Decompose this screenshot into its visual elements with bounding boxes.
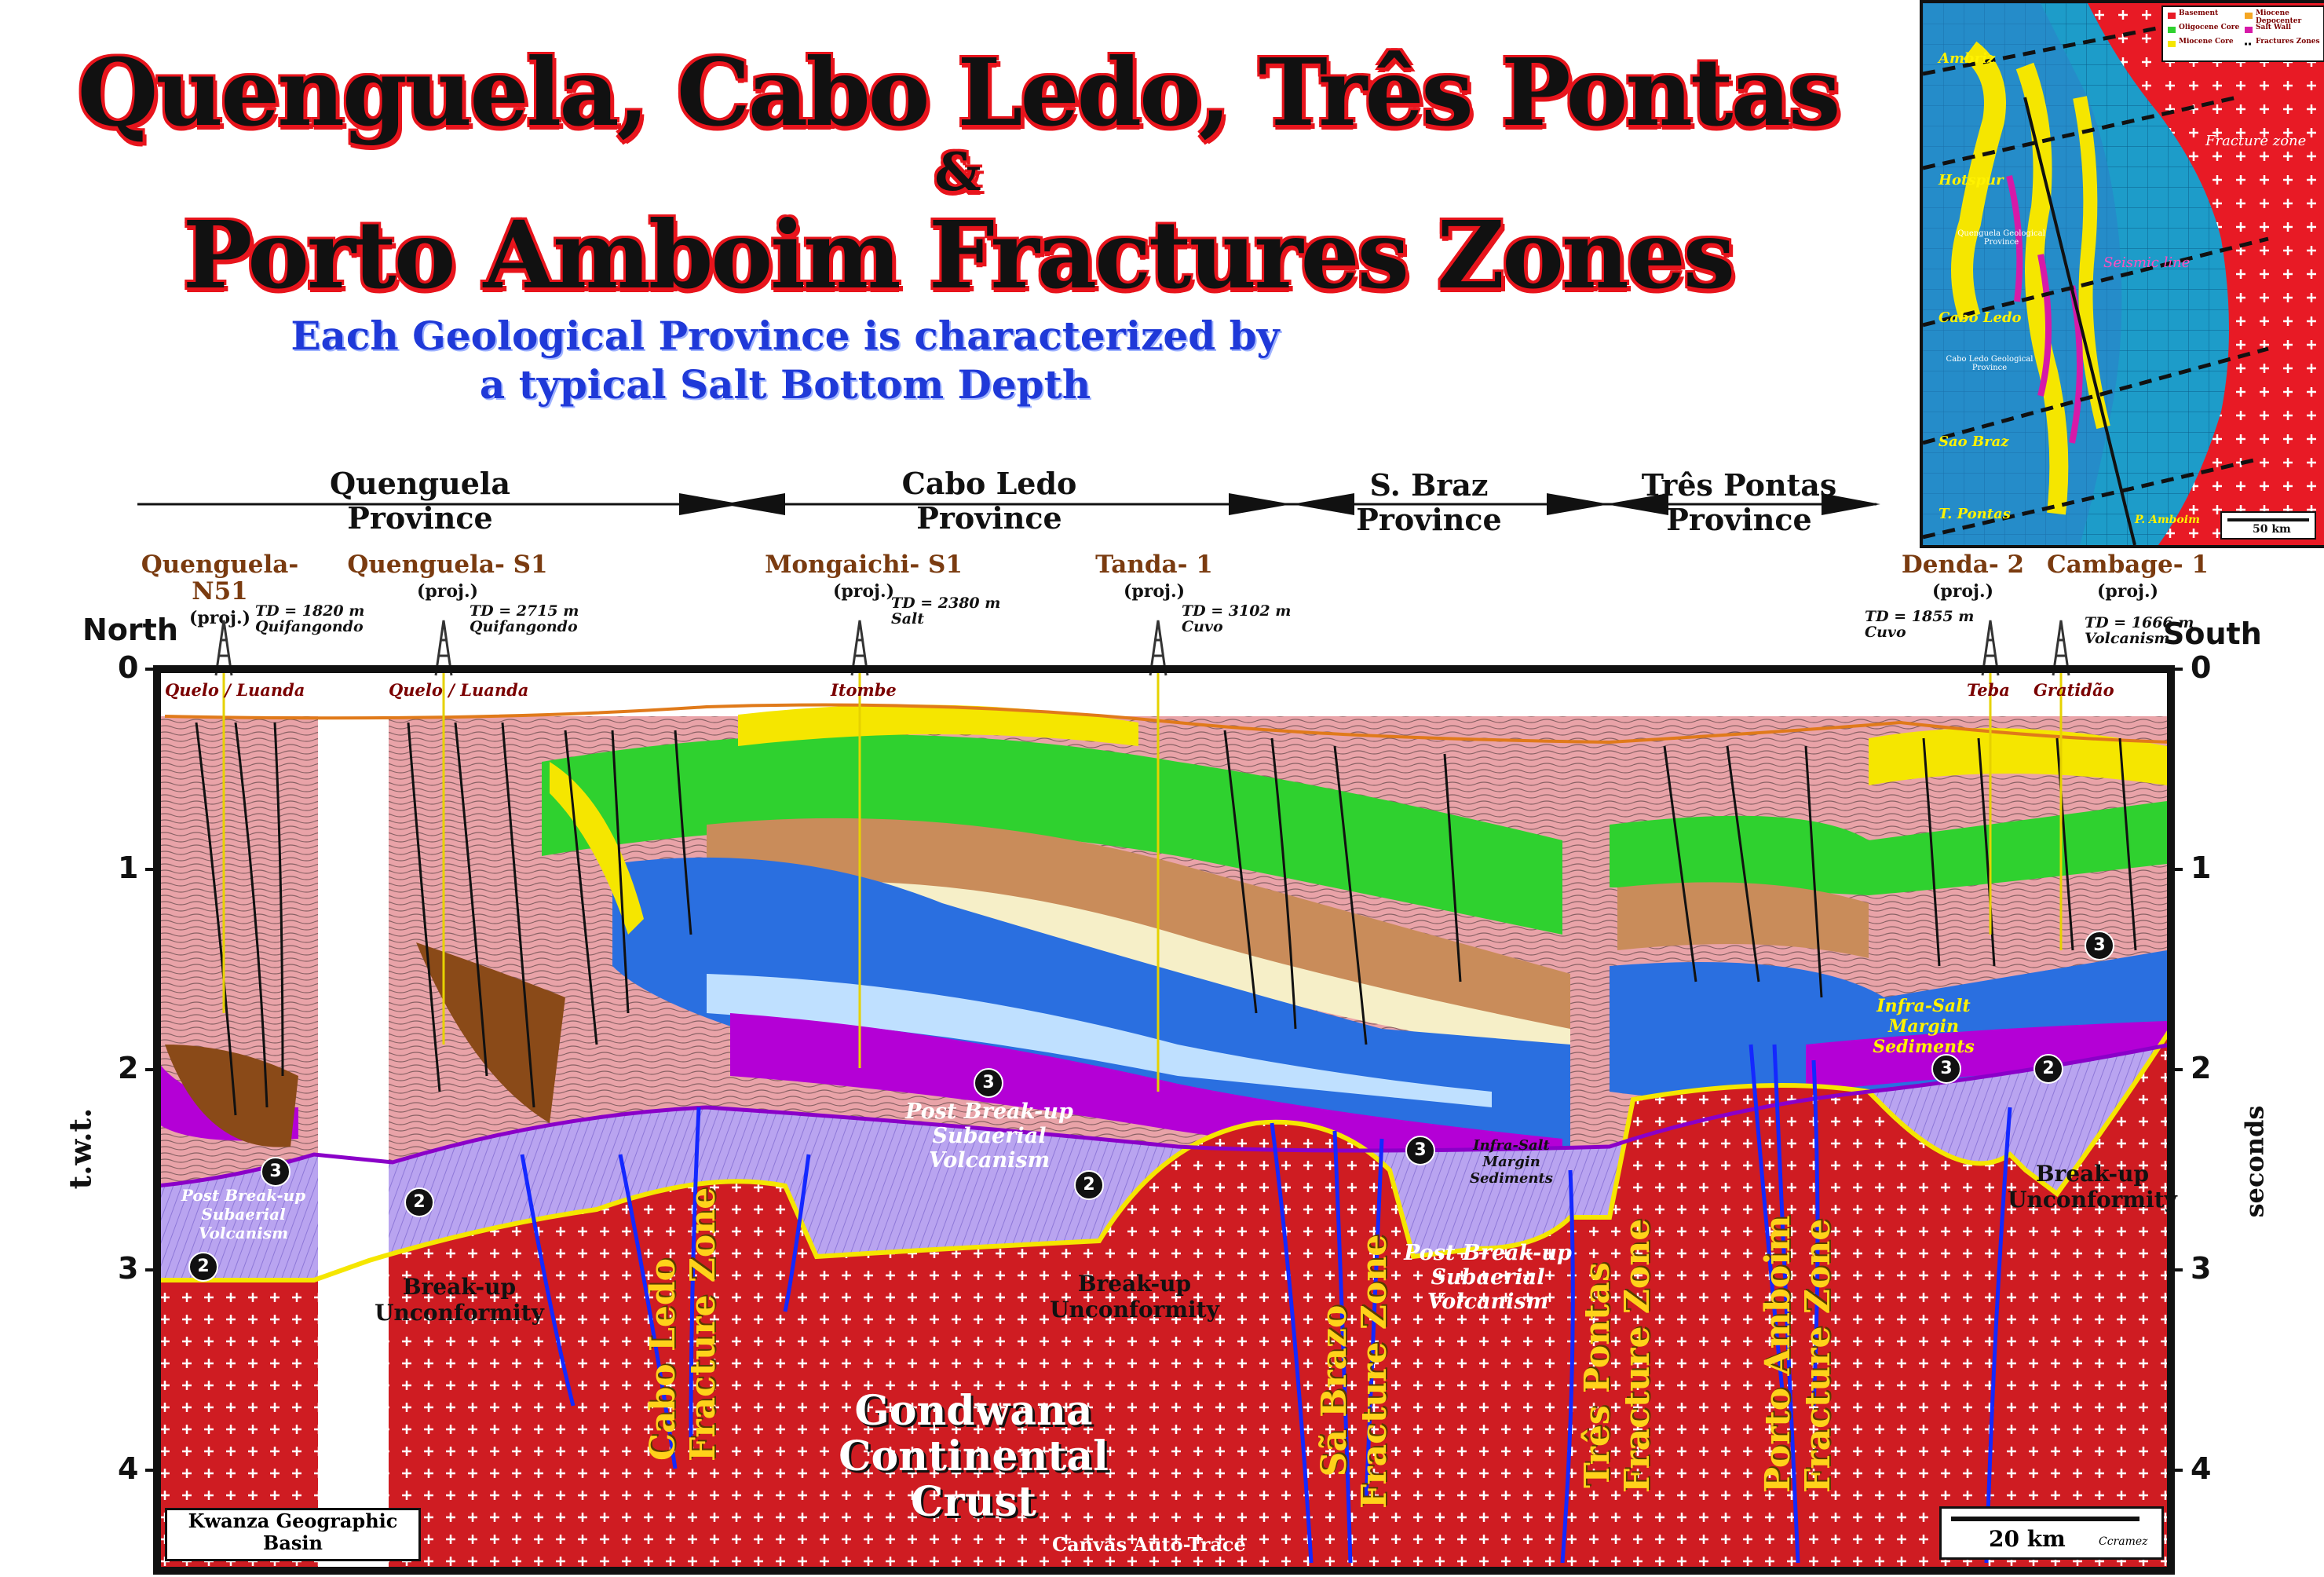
axis-right-title: seconds [2239,1105,2270,1218]
tick-right-2: 2 [2191,1051,2212,1085]
well-quenguela-s1: Quenguela- S1 (proj.) [347,551,548,602]
map-place-p-amboim: P. Amboim [2135,514,2200,526]
well-tanda-1: Tanda- 1 (proj.) [1095,551,1213,602]
map-legend-miocene-depocenter: Miocene Depocenter [2256,9,2302,25]
td-note-tanda: TD = 3102 m Cuvo [1182,602,1292,635]
horizon-badge-2: 2 [404,1187,434,1217]
axis-north-label: North [82,613,178,647]
scale-bar: 20 km Ccramez [1939,1506,2164,1560]
map-scale-label: 50 km [2253,523,2291,536]
well-cambage-1: Cambage- 1 (proj.) [2047,551,2209,602]
label-infra-salt-2: Infra-Salt Margin Sediments [1470,1137,1553,1187]
zone-sa-brazo: Sã Brazo Fracture Zone [1314,1234,1394,1509]
surface-label-5: Teba [1967,680,2010,700]
inset-location-map: Basement Oligocene Core Miocene Core Mio… [1920,0,2324,548]
map-place-cabo-ledo: Cabo Ledo [1938,309,2022,326]
map-place-quenguela: Quenguela Geological Province [1957,229,2045,247]
horizon-badge-3: 3 [1931,1054,1961,1084]
map-legend-miocene-core: Miocene Core [2179,38,2234,46]
td-note-cambage: TD = 1666 m Volcanism [2085,614,2194,647]
tick-left-0: 0 [118,650,139,685]
horizon-badge-3: 3 [974,1068,1003,1098]
tick-right-0: 0 [2191,650,2212,685]
map-legend-oligocene: Oligocene Core [2179,24,2240,31]
td-note-denda: TD = 1855 m Cuvo [1865,608,1975,641]
subtitle-line1: Each Geological Province is characterize… [290,313,1280,359]
horizon-badge-3: 3 [2085,931,2114,960]
horizon-badge-3: 3 [1405,1136,1435,1165]
map-place-sao-braz: Sao Braz [1938,434,2009,450]
label-infra-salt-1: Infra-Salt Margin Sediments [1873,996,1975,1057]
map-place-ambriz: Ambriz [1938,50,1996,67]
td-note-s1: TD = 2715 m Quifangondo [470,602,579,635]
map-label-fracture-zone: Fracture zone [2205,133,2307,149]
province-cabo-ledo: Cabo Ledo Province [901,466,1077,536]
horizon-badge-2: 2 [2034,1054,2063,1084]
well-denda-2: Denda- 2 (proj.) [1901,551,2025,602]
map-place-cabo-ledo-province: Cabo Ledo Geological Province [1946,355,2034,372]
tick-left-3: 3 [118,1251,139,1286]
zone-tres-pontas: Três Pontas Fracture Zone [1577,1218,1657,1493]
map-legend-basement: Basement [2179,9,2219,17]
surface-label-1: Quelo / Luanda [165,680,305,700]
map-place-t-pontas: T. Pontas [1938,506,2011,522]
well-quenguela-n51: Quenguela- N51 (proj.) [141,551,299,628]
basin-label: Kwanza Geographic Basin [165,1508,421,1561]
label-continental-crust: Gondwana Continental Crust [839,1387,1109,1526]
credit-label: Canvas Auto-Trace [1052,1533,1246,1556]
tick-right-1: 1 [2191,851,2212,885]
label-post-breakup-2: Post Break-up Subaerial Volcanism [905,1100,1073,1173]
surface-label-6: Gratidão [2034,680,2114,700]
province-tres-pontas: Três Pontas Province [1641,467,1837,537]
province-s-braz: S. Braz Province [1356,467,1502,537]
label-breakup-2: Break-up Unconformity [1050,1271,1219,1323]
horizon-badge-3: 3 [261,1157,290,1187]
horizon-badge-2: 2 [1074,1170,1104,1200]
map-legend-salt-wall: Salt Wall [2256,24,2292,31]
well-mongaichi-s1: Mongaichi- S1 (proj.) [765,551,963,602]
province-quenguela: Quenguela Province [330,466,510,536]
td-note-n51: TD = 1820 m Quifangondo [255,602,365,635]
zone-cabo-ledo: Cabo Ledo Fracture Zone [643,1187,723,1462]
title-line3: Porto Amboim Fractures Zones [182,200,1736,309]
zone-porto-amboim: Porto Amboim Fracture Zone [1758,1215,1838,1493]
horizon-badge-2: 2 [188,1252,218,1282]
tick-left-2: 2 [118,1051,139,1085]
tick-right-4: 4 [2191,1451,2212,1486]
province-arrows [137,493,1880,515]
surface-label-3: Itombe [831,680,897,700]
map-place-hotspur: Hotspur [1938,172,2004,188]
td-note-mongaichi: TD = 2380 m Salt [891,595,1001,628]
map-label-seismic-line: Seismic line [2103,254,2191,271]
label-post-breakup-3: Post Break-up Subaerial Volcanism [1404,1241,1572,1314]
label-post-breakup-1: Post Break-up Subaerial Volcanism [181,1186,306,1242]
tick-left-1: 1 [118,851,139,885]
label-breakup-1: Break-up Unconformity [375,1274,544,1326]
seismic-cross-section [145,620,2183,1575]
tick-right-3: 3 [2191,1251,2212,1286]
subtitle-line2: a typical Salt Bottom Depth [479,361,1091,408]
title-line1: Quenguela, Cabo Ledo, Três Pontas [77,38,1841,147]
tick-left-4: 4 [118,1451,139,1486]
label-breakup-3: Break-up Unconformity [2008,1161,2177,1213]
map-legend-fracture-zones: Fractures Zones [2256,38,2320,46]
axis-south-label: South [2163,617,2262,651]
surface-label-2: Quelo / Luanda [389,680,529,700]
axis-left-title: t.w.t. [62,1107,98,1190]
title-ampersand: & [934,141,981,203]
